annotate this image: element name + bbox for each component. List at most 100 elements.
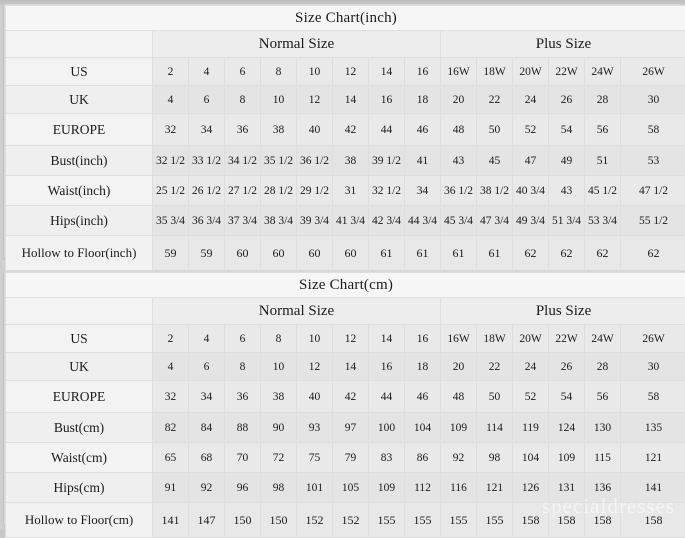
cell-value: 44 [369,114,405,146]
cell-value: 22 [477,353,513,381]
row-label: Bust(inch) [6,146,153,176]
cell-value: 33 1/2 [189,146,225,176]
cell-value: 38 3/4 [261,206,297,236]
row-label: Bust(cm) [6,413,153,443]
cell-value: 34 [405,176,441,206]
row-label: UK [6,86,153,114]
cell-value: 84 [189,413,225,443]
cell-value: 10 [261,353,297,381]
cell-value: 152 [333,503,369,538]
cell-value: 115 [585,443,621,473]
cell-value: 14 [333,353,369,381]
cell-value: 126 [513,473,549,503]
cell-value: 46 [405,114,441,146]
cell-value: 22 [477,86,513,114]
cell-value: 42 3/4 [369,206,405,236]
cell-value: 141 [621,473,685,503]
cell-value: 16 [369,353,405,381]
cell-value: 158 [585,503,621,538]
row-label: UK [6,353,153,381]
cell-value: 75 [297,443,333,473]
cell-value: 28 [585,353,621,381]
cell-value: 152 [297,503,333,538]
cell-value: 135 [621,413,685,443]
cell-value: 40 [297,114,333,146]
cell-value: 4 [189,58,225,86]
cell-value: 91 [153,473,189,503]
cell-value: 131 [549,473,585,503]
cell-value: 54 [549,114,585,146]
cell-value: 50 [477,381,513,413]
cell-value: 16 [405,58,441,86]
cell-value: 109 [441,413,477,443]
cell-value: 41 [405,146,441,176]
cell-value: 124 [549,413,585,443]
cell-value: 49 3/4 [513,206,549,236]
cell-value: 38 [333,146,369,176]
cell-value: 8 [225,353,261,381]
cell-value: 30 [621,353,685,381]
cell-value: 20 [441,86,477,114]
cell-value: 32 [153,114,189,146]
cell-value: 51 3/4 [549,206,585,236]
cell-value: 51 [585,146,621,176]
cell-value: 109 [549,443,585,473]
cell-value: 47 1/2 [621,176,685,206]
cell-value: 45 3/4 [441,206,477,236]
cell-value: 60 [297,236,333,271]
cell-value: 36 [225,114,261,146]
cell-value: 14 [369,325,405,353]
cell-value: 90 [261,413,297,443]
cell-value: 32 [153,381,189,413]
row-label: Hollow to Floor(inch) [6,236,153,271]
cell-value: 12 [297,353,333,381]
cell-value: 8 [261,58,297,86]
cell-value: 88 [225,413,261,443]
cell-value: 92 [441,443,477,473]
cell-value: 41 3/4 [333,206,369,236]
cell-value: 58 [621,381,685,413]
cell-value: 8 [261,325,297,353]
cell-value: 44 [369,381,405,413]
row-label: Hollow to Floor(cm) [6,503,153,538]
cell-value: 62 [585,236,621,271]
cell-value: 48 [441,381,477,413]
cell-value: 36 [225,381,261,413]
cell-value: 32 1/2 [369,176,405,206]
cell-value: 112 [405,473,441,503]
cell-value: 42 [333,381,369,413]
cell-value: 52 [513,381,549,413]
cell-value: 100 [369,413,405,443]
cell-value: 97 [333,413,369,443]
cell-value: 61 [405,236,441,271]
cell-value: 62 [621,236,685,271]
cell-value: 6 [189,353,225,381]
cell-value: 22W [549,58,585,86]
cell-value: 10 [297,325,333,353]
cell-value: 59 [189,236,225,271]
cell-value: 158 [513,503,549,538]
cell-value: 4 [153,353,189,381]
cell-value: 36 1/2 [441,176,477,206]
cell-value: 24W [585,325,621,353]
cell-value: 6 [189,86,225,114]
cell-value: 8 [225,86,261,114]
cell-value: 42 [333,114,369,146]
cell-value: 79 [333,443,369,473]
cell-value: 22W [549,325,585,353]
cell-value: 98 [261,473,297,503]
cell-value: 24 [513,353,549,381]
row-label: US [6,58,153,86]
cell-value: 61 [369,236,405,271]
